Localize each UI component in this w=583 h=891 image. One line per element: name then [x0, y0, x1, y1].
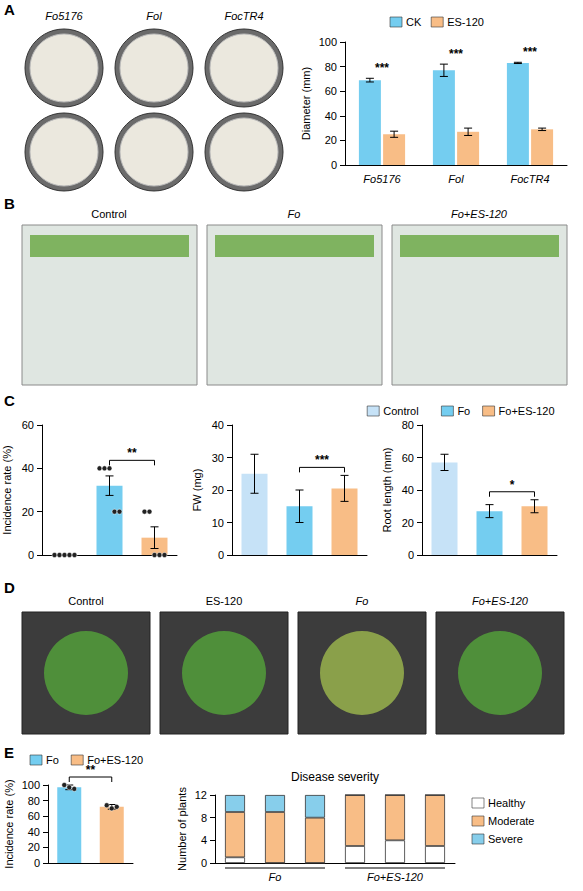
svg-text:Fo: Fo: [269, 871, 282, 883]
svg-text:FW (mg): FW (mg): [191, 469, 203, 512]
svg-text:80: 80: [325, 61, 337, 73]
svg-text:Number of plants: Number of plants: [176, 787, 188, 871]
svg-text:30: 30: [212, 452, 224, 464]
svg-text:Fo+ES-120: Fo+ES-120: [499, 405, 555, 417]
svg-text:100: 100: [319, 36, 337, 48]
svg-text:20: 20: [212, 484, 224, 496]
svg-text:40: 40: [402, 484, 414, 496]
svg-text:100: 100: [22, 779, 40, 791]
svg-text:Fo: Fo: [356, 595, 369, 607]
svg-text:8: 8: [201, 812, 207, 824]
svg-text:D: D: [4, 579, 15, 596]
svg-text:0: 0: [28, 549, 34, 561]
svg-text:60: 60: [325, 85, 337, 97]
svg-text:0: 0: [201, 857, 207, 869]
svg-text:Diameter (mm): Diameter (mm): [300, 67, 312, 140]
svg-text:Incidence rate (%): Incidence rate (%): [3, 779, 15, 868]
svg-text:12: 12: [195, 789, 207, 801]
svg-text:60: 60: [28, 810, 40, 822]
svg-text:A: A: [4, 1, 15, 18]
svg-text:***: ***: [375, 61, 389, 75]
svg-text:Fol: Fol: [448, 173, 464, 185]
svg-text:20: 20: [325, 134, 337, 146]
svg-text:40: 40: [28, 826, 40, 838]
svg-text:Fo: Fo: [46, 754, 59, 766]
svg-text:*: *: [510, 478, 515, 492]
svg-text:***: ***: [523, 45, 537, 59]
svg-text:0: 0: [408, 549, 414, 561]
svg-text:60: 60: [402, 452, 414, 464]
svg-text:Fo5176: Fo5176: [363, 173, 401, 185]
svg-text:Control: Control: [68, 595, 103, 607]
svg-text:20: 20: [28, 841, 40, 853]
svg-text:60: 60: [22, 419, 34, 431]
svg-text:20: 20: [402, 517, 414, 529]
svg-text:Control: Control: [383, 405, 418, 417]
svg-text:0: 0: [331, 159, 337, 171]
svg-text:4: 4: [201, 834, 207, 846]
svg-text:Moderate: Moderate: [488, 815, 534, 827]
svg-text:FocTR4: FocTR4: [510, 173, 549, 185]
svg-text:Control: Control: [91, 208, 126, 220]
svg-text:Healthy: Healthy: [488, 797, 526, 809]
svg-text:E: E: [4, 744, 14, 761]
svg-text:**: **: [86, 763, 96, 777]
svg-text:Fo+ES-120: Fo+ES-120: [87, 754, 143, 766]
svg-text:80: 80: [402, 419, 414, 431]
svg-text:0: 0: [34, 857, 40, 869]
svg-text:Fo: Fo: [288, 208, 301, 220]
svg-text:80: 80: [28, 795, 40, 807]
svg-text:Fo: Fo: [457, 405, 470, 417]
svg-text:Fol: Fol: [146, 10, 162, 22]
svg-text:40: 40: [325, 110, 337, 122]
svg-text:0: 0: [218, 549, 224, 561]
svg-text:ES-120: ES-120: [206, 595, 243, 607]
svg-text:Root length (mm): Root length (mm): [381, 448, 393, 533]
svg-text:FocTR4: FocTR4: [224, 10, 263, 22]
svg-text:B: B: [4, 195, 15, 212]
svg-text:CK: CK: [406, 16, 422, 28]
svg-text:40: 40: [212, 419, 224, 431]
svg-text:20: 20: [22, 506, 34, 518]
svg-text:Fo+ES-120: Fo+ES-120: [367, 871, 424, 883]
svg-text:Fo+ES-120: Fo+ES-120: [472, 595, 529, 607]
svg-text:Incidence rate (%): Incidence rate (%): [1, 445, 13, 534]
svg-text:***: ***: [315, 453, 329, 467]
svg-text:Severe: Severe: [488, 833, 523, 845]
svg-text:10: 10: [212, 517, 224, 529]
svg-text:Disease severity: Disease severity: [291, 770, 379, 784]
svg-text:C: C: [4, 392, 15, 409]
svg-text:Fo5176: Fo5176: [45, 10, 83, 22]
svg-text:ES-120: ES-120: [447, 16, 484, 28]
svg-text:Fo+ES-120: Fo+ES-120: [451, 208, 508, 220]
svg-text:***: ***: [449, 47, 463, 61]
svg-text:**: **: [127, 446, 137, 460]
svg-text:40: 40: [22, 462, 34, 474]
